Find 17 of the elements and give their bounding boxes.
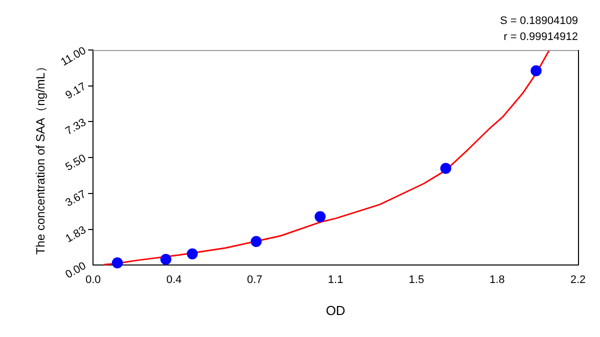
x-tick-label: 1.1 <box>328 274 344 286</box>
x-tick-label: 0.7 <box>247 274 262 286</box>
x-tick-label: 2.2 <box>570 274 586 286</box>
y-tick-label: 3.67 <box>64 188 88 210</box>
x-tick-label: 1.8 <box>489 274 505 286</box>
text: r = 0.99914912 <box>504 31 578 43</box>
x-axis-title: OD <box>326 302 346 318</box>
x-tick-label: 0.0 <box>85 274 101 286</box>
x-tick-label: 0.4 <box>166 274 182 286</box>
y-tick-label: 7.33 <box>64 116 88 138</box>
y-tick-label: 11.00 <box>59 44 88 69</box>
y-tick-label: 5.50 <box>64 152 88 174</box>
y-tick-label: 1.83 <box>64 224 88 246</box>
y-axis-title: The concentration of SAA（ng/mL） <box>34 60 48 255</box>
text: S = 0.18904109 <box>500 15 578 27</box>
x-tick-label: 1.5 <box>408 274 424 286</box>
y-tick-label: 9.17 <box>64 80 88 102</box>
